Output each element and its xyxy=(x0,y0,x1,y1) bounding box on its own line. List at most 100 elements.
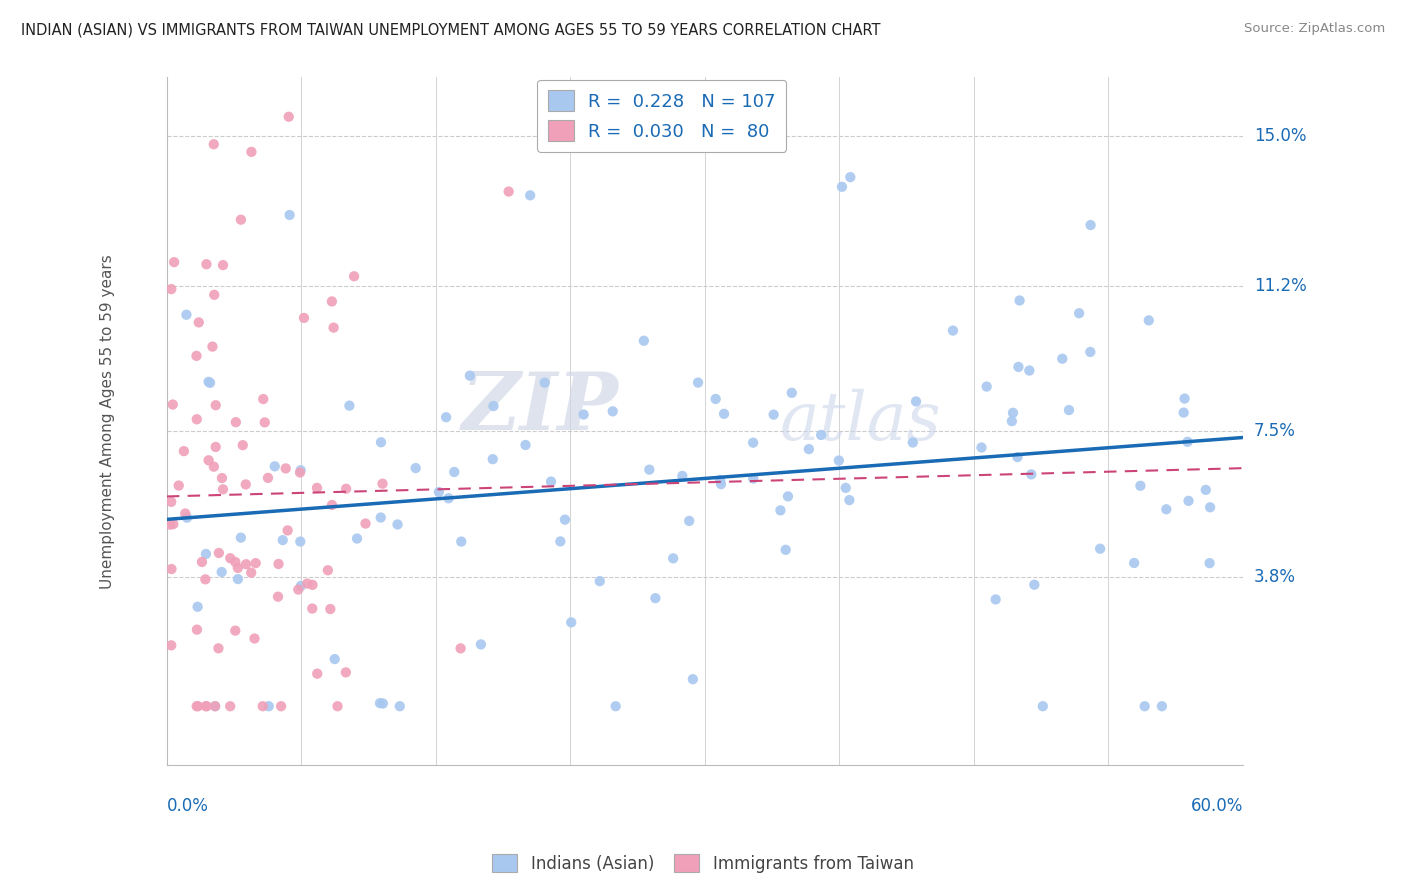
Point xyxy=(240,145,263,159)
Point xyxy=(212,258,235,272)
Text: Unemployment Among Ages 55 to 59 years: Unemployment Among Ages 55 to 59 years xyxy=(100,254,115,589)
Point xyxy=(434,410,457,425)
Point xyxy=(901,435,924,450)
Point xyxy=(533,376,555,390)
Point xyxy=(1078,345,1101,359)
Point xyxy=(671,469,693,483)
Point xyxy=(307,666,329,681)
Point xyxy=(187,699,209,714)
Point xyxy=(1129,479,1152,493)
Point xyxy=(678,514,700,528)
Point xyxy=(240,566,263,580)
Point xyxy=(644,591,666,606)
Point xyxy=(1080,218,1102,232)
Point xyxy=(1137,313,1160,327)
Point xyxy=(176,510,198,524)
Point xyxy=(201,340,224,354)
Point xyxy=(605,699,627,714)
Point xyxy=(243,632,266,646)
Point xyxy=(1057,403,1080,417)
Point xyxy=(704,392,727,406)
Point xyxy=(339,399,361,413)
Text: ZIP: ZIP xyxy=(463,368,619,446)
Point xyxy=(371,697,394,711)
Point xyxy=(198,376,221,390)
Point xyxy=(984,592,1007,607)
Point xyxy=(686,376,709,390)
Text: 7.5%: 7.5% xyxy=(1254,422,1296,440)
Text: 0.0%: 0.0% xyxy=(167,797,208,814)
Point xyxy=(252,699,274,714)
Point xyxy=(1173,406,1195,420)
Point xyxy=(204,699,226,714)
Point xyxy=(1001,414,1024,428)
Point xyxy=(186,349,208,363)
Text: 15.0%: 15.0% xyxy=(1254,128,1306,145)
Point xyxy=(769,503,792,517)
Point xyxy=(257,699,280,714)
Point xyxy=(470,637,492,651)
Point xyxy=(1177,493,1199,508)
Point xyxy=(208,546,231,560)
Text: INDIAN (ASIAN) VS IMMIGRANTS FROM TAIWAN UNEMPLOYMENT AMONG AGES 55 TO 59 YEARS : INDIAN (ASIAN) VS IMMIGRANTS FROM TAIWAN… xyxy=(21,22,880,37)
Point xyxy=(1018,363,1040,377)
Point xyxy=(589,574,612,589)
Point xyxy=(211,471,233,485)
Point xyxy=(343,269,366,284)
Point xyxy=(437,491,460,506)
Point xyxy=(762,408,785,422)
Point xyxy=(458,368,481,383)
Point xyxy=(187,599,209,614)
Legend: R =  0.228   N = 107, R =  0.030   N =  80: R = 0.228 N = 107, R = 0.030 N = 80 xyxy=(537,79,786,152)
Point xyxy=(709,473,731,487)
Point xyxy=(162,517,184,532)
Point xyxy=(277,524,299,538)
Point xyxy=(235,477,257,491)
Point xyxy=(197,375,219,389)
Point xyxy=(1199,500,1222,515)
Text: 11.2%: 11.2% xyxy=(1254,277,1306,294)
Point xyxy=(174,507,197,521)
Point xyxy=(550,534,572,549)
Point xyxy=(301,578,323,592)
Point xyxy=(443,465,465,479)
Point xyxy=(942,324,965,338)
Point xyxy=(160,495,183,509)
Point xyxy=(346,532,368,546)
Point xyxy=(1156,502,1178,516)
Point xyxy=(775,542,797,557)
Point xyxy=(387,517,409,532)
Point xyxy=(290,463,312,477)
Point xyxy=(263,459,285,474)
Point xyxy=(354,516,377,531)
Point xyxy=(970,441,993,455)
Point xyxy=(229,531,252,545)
Point xyxy=(1001,406,1024,420)
Point xyxy=(834,481,856,495)
Point xyxy=(839,170,862,185)
Point xyxy=(176,308,198,322)
Point xyxy=(1150,699,1173,714)
Point xyxy=(194,547,217,561)
Point xyxy=(160,562,183,576)
Point xyxy=(1177,434,1199,449)
Point xyxy=(204,699,226,714)
Point xyxy=(405,461,427,475)
Point xyxy=(828,453,851,467)
Point xyxy=(195,699,218,714)
Point xyxy=(427,485,450,500)
Point xyxy=(321,294,343,309)
Point xyxy=(319,602,342,616)
Point xyxy=(163,255,186,269)
Point xyxy=(173,444,195,458)
Point xyxy=(235,558,257,572)
Point xyxy=(290,534,312,549)
Point xyxy=(388,699,411,714)
Point xyxy=(368,696,391,710)
Point xyxy=(187,315,209,329)
Point xyxy=(267,590,290,604)
Point xyxy=(219,699,242,714)
Point xyxy=(257,471,280,485)
Point xyxy=(780,385,803,400)
Point xyxy=(270,699,292,714)
